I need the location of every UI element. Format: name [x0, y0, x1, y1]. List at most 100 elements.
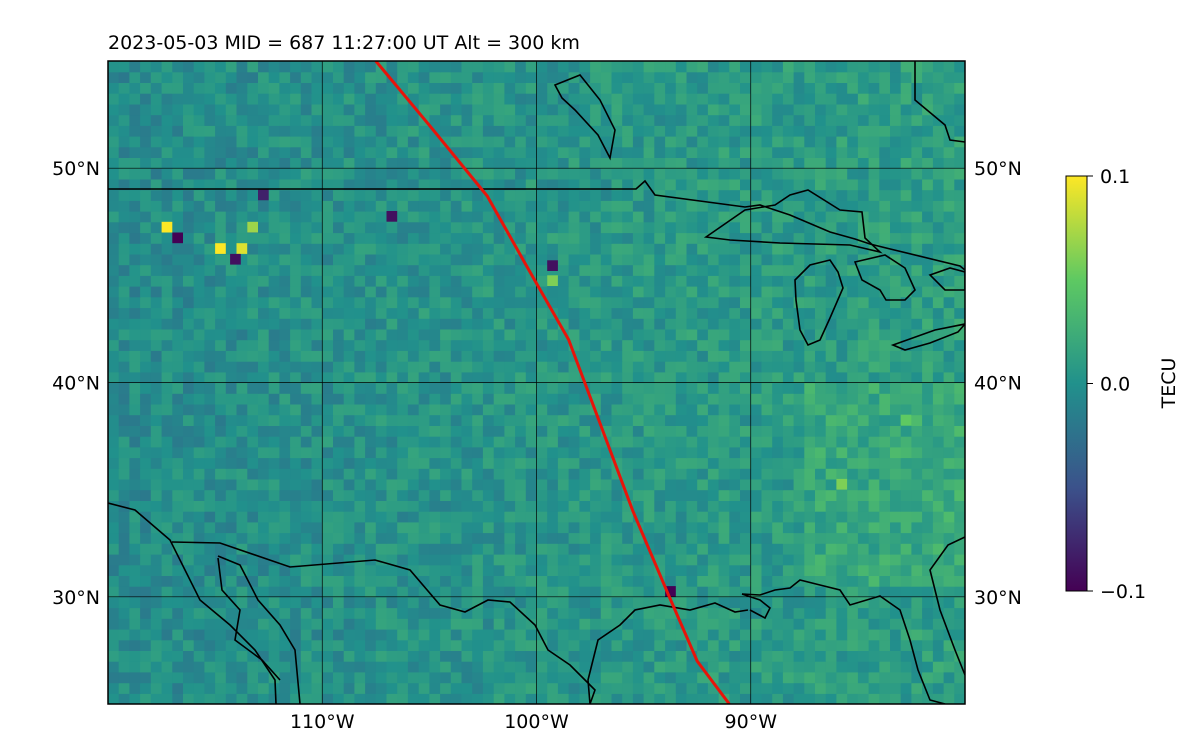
tec-cell [954, 629, 965, 641]
tec-cell [386, 618, 398, 630]
tec-cell [772, 639, 784, 651]
tec-cell [707, 457, 720, 469]
tec-cell [108, 511, 120, 523]
tec-cell [504, 318, 516, 330]
tec-cell [150, 125, 163, 137]
tec-cell [225, 682, 238, 694]
tec-cell [686, 468, 698, 480]
tec-cell [365, 629, 377, 641]
tec-cell [611, 211, 623, 223]
tec-cell [375, 639, 388, 651]
tec-cell [236, 457, 248, 469]
tec-cell [686, 639, 698, 651]
tec-cell [718, 511, 730, 523]
tec-cell [600, 457, 613, 469]
tec-cell [290, 307, 302, 319]
tec-cell [857, 232, 870, 244]
tec-cell [900, 532, 912, 544]
tec-cell [793, 200, 805, 212]
tec-cell [482, 93, 495, 105]
tec-cell [407, 200, 420, 212]
tec-cell [300, 414, 313, 426]
tec-cell [236, 318, 248, 330]
tec-cell [204, 361, 216, 373]
tec-cell [375, 371, 388, 384]
tec-cell [600, 307, 613, 319]
tec-cell [729, 328, 741, 341]
tec-cell [579, 296, 591, 309]
tec-cell [215, 264, 227, 276]
tec-cell [932, 200, 945, 212]
tec-cell [547, 436, 559, 448]
tec-cell [761, 146, 773, 158]
tec-cell [365, 543, 377, 555]
tec-cell [782, 296, 795, 309]
tec-cell [150, 339, 163, 351]
tec-cell [665, 639, 677, 651]
tec-cell [279, 403, 291, 416]
tec-cell [118, 521, 130, 534]
tec-cell [568, 564, 580, 576]
tec-cell [236, 275, 248, 287]
tec-cell [482, 350, 495, 362]
tec-cell [461, 382, 473, 394]
tec-cell [825, 554, 837, 566]
tec-cell [943, 339, 955, 351]
tec-cell [643, 382, 655, 394]
tec-cell [268, 93, 280, 105]
tec-cell [215, 307, 227, 319]
tec-cell [525, 511, 538, 523]
tec-cell [515, 146, 527, 158]
tec-cell [922, 436, 934, 448]
tec-cell [815, 543, 827, 555]
tec-cell [129, 371, 141, 384]
tec-cell [643, 328, 655, 341]
tec-cell [343, 136, 355, 148]
tec-cell [943, 232, 955, 244]
tec-cell [150, 436, 163, 448]
tec-cell [932, 318, 945, 330]
tec-cell [504, 639, 516, 651]
tec-cell [932, 639, 945, 651]
tec-cell [707, 543, 720, 555]
tec-cell [547, 350, 559, 362]
tec-cell [504, 146, 516, 158]
tec-cell [311, 618, 323, 630]
tec-cell [643, 457, 655, 469]
tec-cell [300, 521, 313, 534]
tec-cell [536, 393, 548, 405]
tec-cell [118, 414, 130, 426]
tec-cell [472, 221, 484, 234]
tec-cell [172, 189, 184, 201]
tec-cell [718, 468, 730, 480]
tec-cell [161, 296, 173, 309]
tec-cell [922, 639, 934, 651]
tec-cell [547, 361, 559, 373]
tec-cell [665, 211, 677, 223]
tec-cell [333, 136, 345, 148]
tec-cell [450, 61, 463, 73]
tec-cell [440, 168, 452, 180]
tec-cell [482, 403, 495, 416]
tec-cell [525, 264, 538, 276]
tec-cell [429, 103, 441, 116]
tec-cell [590, 693, 602, 704]
tec-cell [515, 436, 527, 448]
tec-cell [697, 596, 709, 609]
tec-cell [761, 189, 773, 201]
tec-cell [686, 61, 698, 73]
tec-cell [686, 436, 698, 448]
tec-cell [429, 275, 441, 287]
tec-cell [268, 564, 280, 576]
tec-cell [183, 671, 195, 684]
tec-cell [290, 468, 302, 480]
tec-cell [750, 361, 763, 373]
tec-cell [129, 425, 141, 437]
tec-cell [482, 189, 495, 201]
tec-cell [761, 414, 773, 426]
tec-cell [386, 446, 398, 459]
tec-cell [161, 328, 173, 341]
tec-cell [750, 71, 763, 83]
tec-cell [804, 361, 816, 373]
tec-cell [804, 596, 816, 609]
